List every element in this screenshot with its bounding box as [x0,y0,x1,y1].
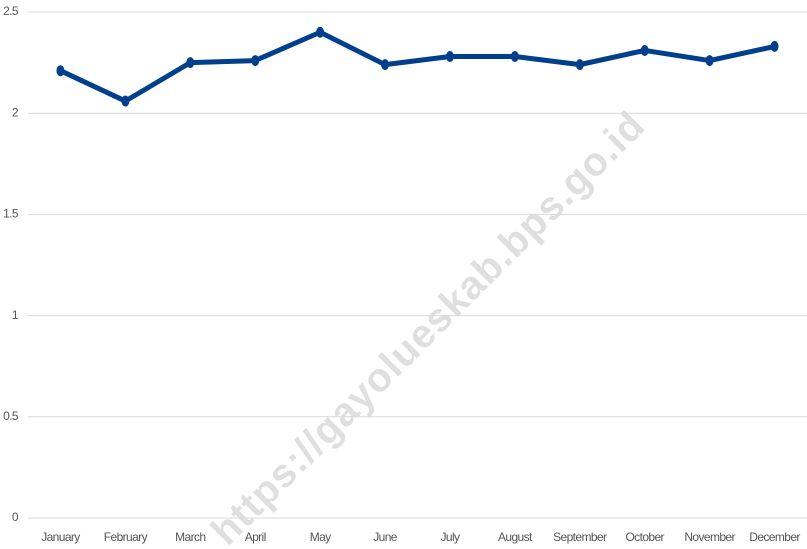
y-tick-label: 1 [12,308,19,322]
watermark: https://gayolueskab.bps.go.id [203,103,654,549]
y-tick-label: 1.5 [3,207,19,221]
point [316,26,325,38]
y-tick-label: 0.5 [3,409,19,423]
point [445,51,454,63]
point [121,95,130,107]
point [381,59,390,71]
series-line [59,29,776,104]
x-tick-label: October [625,530,664,544]
x-tick-label: November [684,530,735,544]
point [510,51,519,63]
y-tick-label: 2 [12,105,19,119]
x-tick-label: May [310,530,331,544]
x-tick-label: December [749,530,800,544]
point [640,44,649,56]
point [186,57,195,69]
point [575,59,584,71]
y-tick-label: 2.5 [3,4,19,18]
y-tick-label: 0 [12,510,19,524]
x-tick-label: January [41,530,80,544]
x-tick-label: April [245,530,266,544]
x-tick-label: June [373,530,398,544]
x-tick-label: September [553,530,607,544]
point [705,55,714,67]
point [56,65,65,77]
x-tick-label: March [175,530,205,544]
x-tick-label: August [498,530,533,544]
point [770,40,779,52]
x-tick-label: February [104,530,148,544]
point [251,55,260,67]
x-tick-label: July [440,530,460,544]
